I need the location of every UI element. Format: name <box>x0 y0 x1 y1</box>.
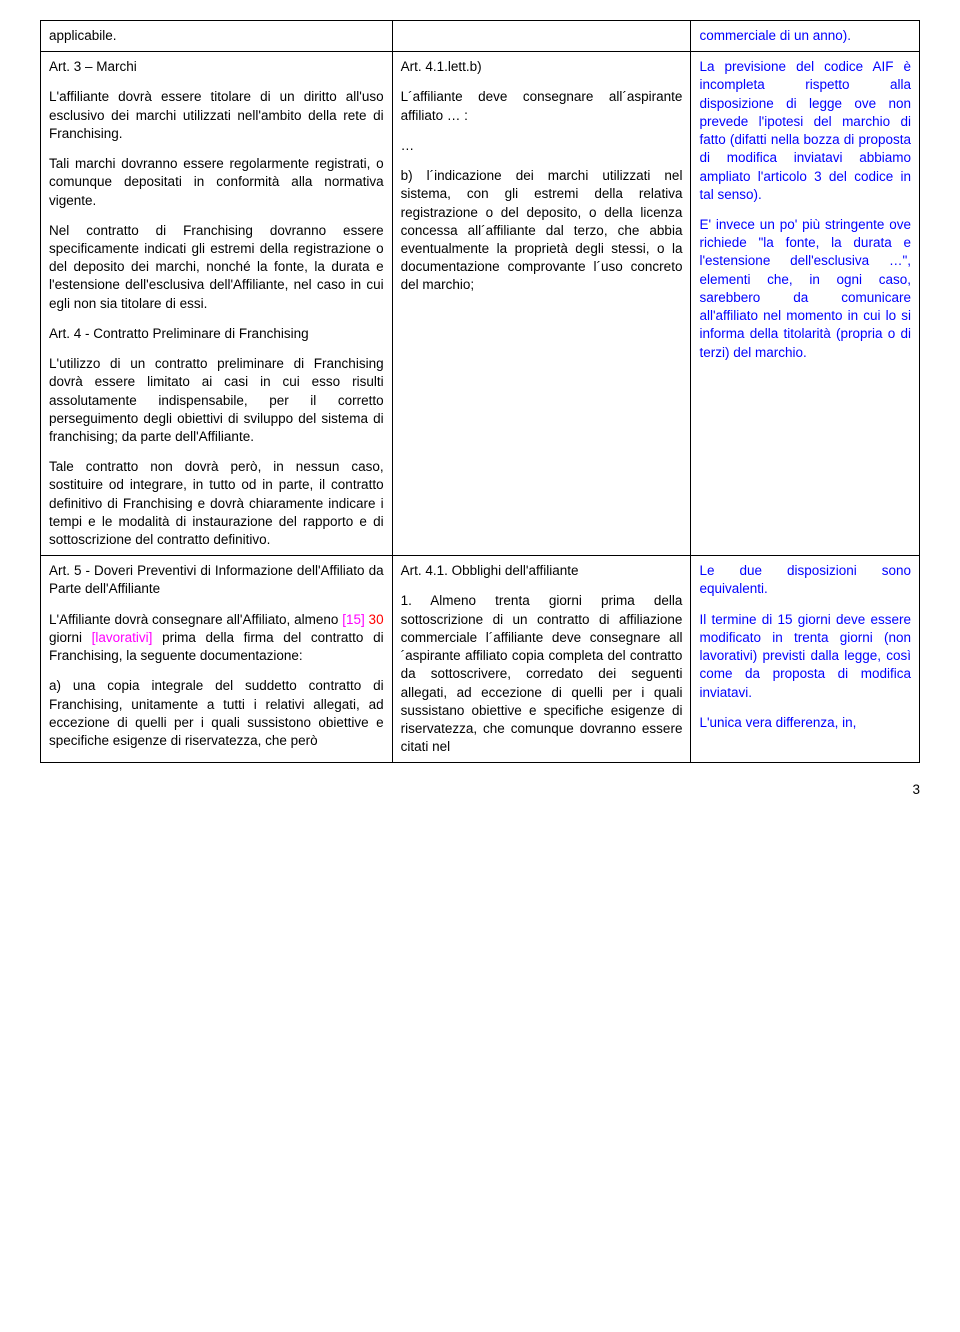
text: L'Affiliante dovrà consegnare all'Affili… <box>49 612 342 627</box>
paragraph: L´affiliante deve consegnare all´aspiran… <box>401 88 683 124</box>
article-title: Art. 5 - Doveri Preventivi di Informazio… <box>49 562 384 598</box>
cell-r3c3: Le due disposizioni sono equivalenti. Il… <box>691 556 920 763</box>
paragraph: L'utilizzo di un contratto preliminare d… <box>49 355 384 446</box>
text: giorni <box>49 630 92 645</box>
paragraph: Nel contratto di Franchising dovranno es… <box>49 222 384 313</box>
text: applicabile. <box>49 28 117 43</box>
table-row: applicabile. commerciale di un anno). <box>41 21 920 52</box>
paragraph: L'Affiliante dovrà consegnare all'Affili… <box>49 611 384 666</box>
paragraph: Tali marchi dovranno essere regolarmente… <box>49 155 384 210</box>
cell-r2c3: La previsione del codice AIF è incomplet… <box>691 52 920 556</box>
paragraph: b) l´indicazione dei marchi utilizzati n… <box>401 167 683 295</box>
text-insert: 30 <box>365 612 384 627</box>
article-title: Art. 4 - Contratto Preliminare di Franch… <box>49 325 384 343</box>
text-strike: [15] <box>342 612 365 627</box>
paragraph: a) una copia integrale del suddetto cont… <box>49 677 384 750</box>
paragraph: La previsione del codice AIF è incomplet… <box>699 58 911 204</box>
text: commerciale di un anno). <box>699 28 851 43</box>
cell-r3c1: Art. 5 - Doveri Preventivi di Informazio… <box>41 556 393 763</box>
cell-r1c1: applicabile. <box>41 21 393 52</box>
paragraph: Tale contratto non dovrà però, in nessun… <box>49 458 384 549</box>
page-number: 3 <box>40 781 920 799</box>
comparison-table: applicabile. commerciale di un anno). Ar… <box>40 20 920 763</box>
paragraph: … <box>401 137 683 155</box>
cell-r3c2: Art. 4.1. Obblighi dell'affiliante 1. Al… <box>392 556 691 763</box>
paragraph: L'affiliante dovrà essere titolare di un… <box>49 88 384 143</box>
paragraph: E' invece un po' più stringente ove rich… <box>699 216 911 362</box>
cell-r1c3: commerciale di un anno). <box>691 21 920 52</box>
paragraph: L'unica vera differenza, in, <box>699 714 911 732</box>
article-title: Art. 4.1.lett.b) <box>401 58 683 76</box>
text-strike: [lavorativi] <box>92 630 153 645</box>
paragraph: Le due disposizioni sono equivalenti. <box>699 562 911 598</box>
cell-r2c2: Art. 4.1.lett.b) L´affiliante deve conse… <box>392 52 691 556</box>
paragraph: 1. Almeno trenta giorni prima della sott… <box>401 592 683 756</box>
table-row: Art. 5 - Doveri Preventivi di Informazio… <box>41 556 920 763</box>
article-title: Art. 3 – Marchi <box>49 58 384 76</box>
cell-r2c1: Art. 3 – Marchi L'affiliante dovrà esser… <box>41 52 393 556</box>
paragraph: Il termine di 15 giorni deve essere modi… <box>699 611 911 702</box>
cell-r1c2 <box>392 21 691 52</box>
table-row: Art. 3 – Marchi L'affiliante dovrà esser… <box>41 52 920 556</box>
article-title: Art. 4.1. Obblighi dell'affiliante <box>401 562 683 580</box>
